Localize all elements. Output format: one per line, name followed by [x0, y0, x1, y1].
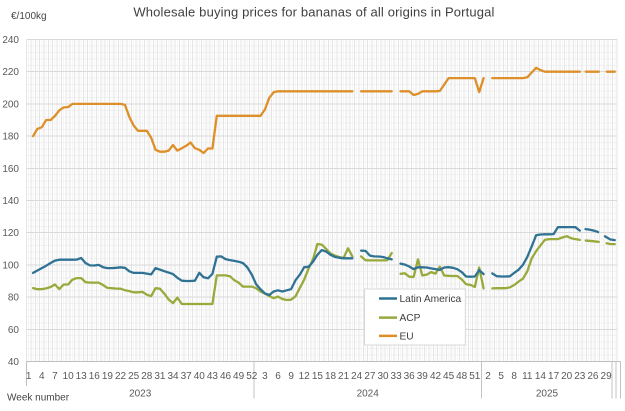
svg-text:42: 42 — [430, 371, 442, 382]
svg-text:60: 60 — [8, 325, 20, 336]
svg-text:27: 27 — [364, 371, 376, 382]
svg-text:16: 16 — [89, 371, 101, 382]
svg-text:EU: EU — [400, 331, 414, 342]
svg-text:10: 10 — [63, 371, 75, 382]
svg-text:5: 5 — [498, 371, 504, 382]
svg-text:48: 48 — [456, 371, 468, 382]
svg-text:34: 34 — [167, 371, 179, 382]
svg-text:31: 31 — [154, 371, 166, 382]
svg-text:2: 2 — [485, 371, 491, 382]
svg-text:40: 40 — [194, 371, 206, 382]
svg-text:51: 51 — [469, 371, 481, 382]
svg-text:49: 49 — [233, 371, 245, 382]
svg-text:37: 37 — [181, 371, 193, 382]
svg-text:2024: 2024 — [357, 389, 380, 400]
svg-text:Week number: Week number — [7, 393, 70, 404]
svg-text:100: 100 — [2, 260, 19, 271]
svg-text:14: 14 — [535, 371, 547, 382]
svg-text:23: 23 — [574, 371, 586, 382]
svg-text:160: 160 — [2, 164, 19, 175]
svg-text:21: 21 — [338, 371, 350, 382]
svg-text:Wholesale buying prices for ba: Wholesale buying prices for bananas of a… — [133, 5, 494, 20]
svg-text:9: 9 — [288, 371, 294, 382]
svg-text:1: 1 — [26, 371, 32, 382]
svg-text:36: 36 — [404, 371, 416, 382]
svg-text:22: 22 — [115, 371, 127, 382]
svg-text:220: 220 — [2, 67, 19, 78]
svg-text:52: 52 — [246, 371, 258, 382]
svg-text:8: 8 — [511, 371, 517, 382]
svg-text:120: 120 — [2, 228, 19, 239]
svg-text:43: 43 — [207, 371, 219, 382]
svg-text:6: 6 — [275, 371, 281, 382]
svg-text:ACP: ACP — [400, 313, 421, 324]
svg-text:26: 26 — [587, 371, 599, 382]
svg-text:25: 25 — [128, 371, 140, 382]
svg-text:24: 24 — [351, 371, 363, 382]
svg-text:20: 20 — [561, 371, 573, 382]
svg-text:17: 17 — [548, 371, 560, 382]
svg-text:3: 3 — [262, 371, 268, 382]
svg-text:4: 4 — [39, 371, 45, 382]
svg-text:180: 180 — [2, 132, 19, 143]
svg-text:80: 80 — [8, 293, 20, 304]
svg-text:2025: 2025 — [536, 389, 559, 400]
svg-text:11: 11 — [522, 371, 533, 382]
svg-text:45: 45 — [443, 371, 455, 382]
svg-text:40: 40 — [8, 357, 20, 368]
svg-text:30: 30 — [377, 371, 389, 382]
svg-text:140: 140 — [2, 196, 19, 207]
svg-text:28: 28 — [141, 371, 153, 382]
svg-text:18: 18 — [325, 371, 337, 382]
svg-text:33: 33 — [391, 371, 403, 382]
svg-text:7: 7 — [52, 371, 58, 382]
svg-text:12: 12 — [299, 371, 311, 382]
svg-text:240: 240 — [2, 35, 19, 46]
svg-text:200: 200 — [2, 99, 19, 110]
svg-text:Latin America: Latin America — [400, 294, 462, 305]
svg-text:€/100kg: €/100kg — [11, 11, 47, 22]
svg-text:19: 19 — [102, 371, 114, 382]
svg-text:15: 15 — [312, 371, 324, 382]
svg-text:29: 29 — [601, 371, 613, 382]
svg-text:39: 39 — [417, 371, 429, 382]
svg-text:2023: 2023 — [129, 389, 152, 400]
svg-text:13: 13 — [76, 371, 88, 382]
svg-text:46: 46 — [220, 371, 232, 382]
